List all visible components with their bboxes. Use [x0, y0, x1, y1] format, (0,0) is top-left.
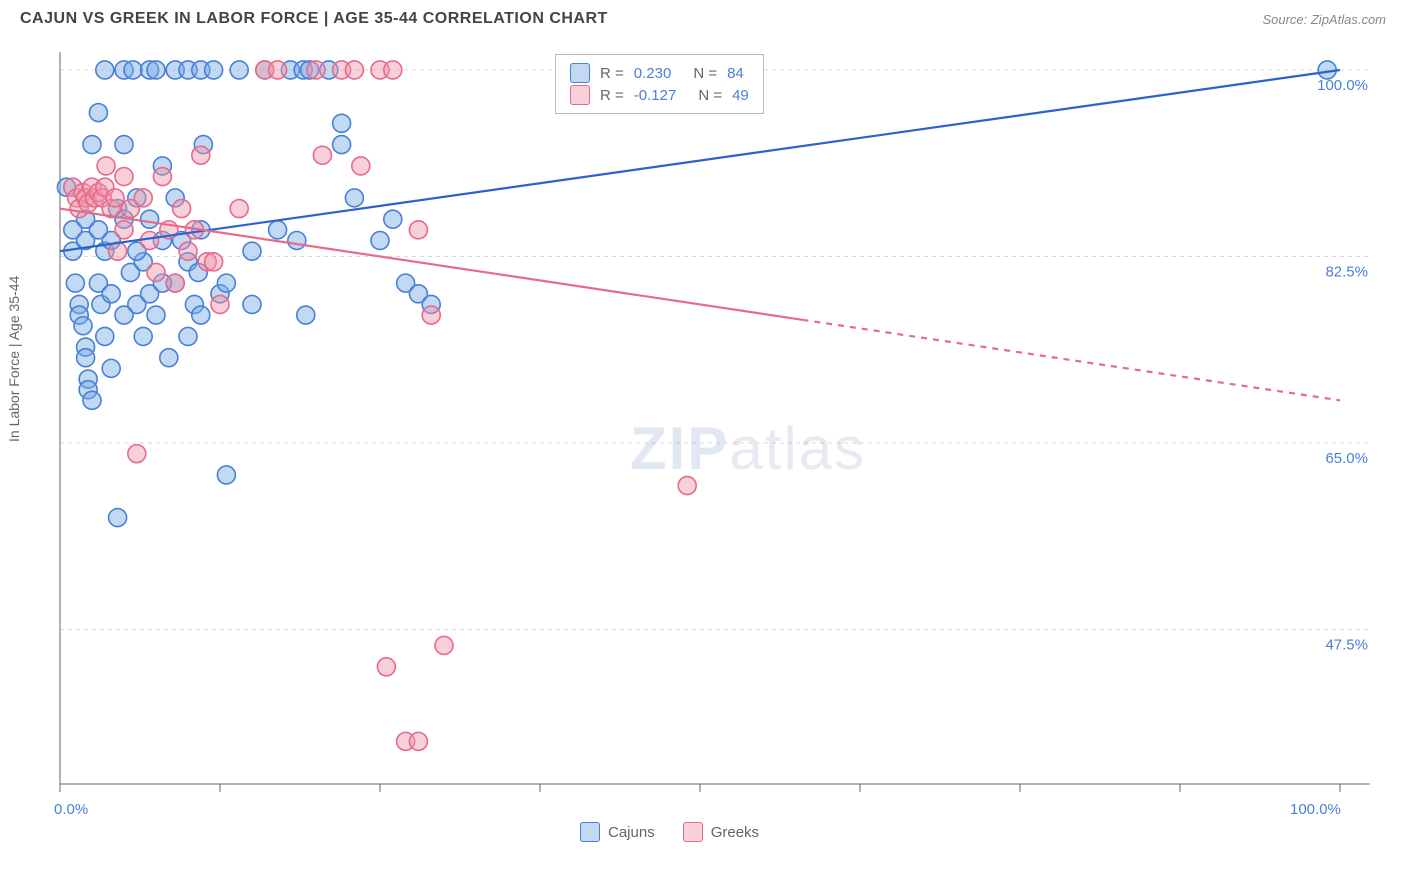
- legend-swatch: [683, 822, 703, 842]
- data-point: [96, 327, 114, 345]
- data-point: [128, 445, 146, 463]
- svg-text:82.5%: 82.5%: [1325, 263, 1368, 280]
- data-point: [179, 327, 197, 345]
- data-point: [422, 306, 440, 324]
- data-point: [333, 114, 351, 132]
- data-point: [153, 168, 171, 186]
- data-point: [435, 636, 453, 654]
- data-point: [147, 263, 165, 281]
- data-point: [179, 242, 197, 260]
- data-point: [678, 477, 696, 495]
- data-point: [352, 157, 370, 175]
- data-point: [115, 221, 133, 239]
- legend-r-label: R =: [600, 87, 624, 104]
- data-point: [345, 189, 363, 207]
- data-point: [102, 359, 120, 377]
- data-point: [109, 509, 127, 527]
- data-point: [77, 349, 95, 367]
- data-point: [115, 306, 133, 324]
- chart-container: In Labor Force | Age 35-44 47.5% 65.0% 82.…: [0, 34, 1406, 864]
- data-point: [230, 200, 248, 218]
- data-point: [141, 210, 159, 228]
- data-point: [377, 658, 395, 676]
- svg-text:100.0%: 100.0%: [1317, 77, 1368, 94]
- series-name: Cajuns: [608, 824, 655, 841]
- source-attribution: Source: ZipAtlas.com: [1262, 12, 1386, 27]
- data-point: [371, 231, 389, 249]
- legend-swatch: [570, 85, 590, 105]
- svg-text:0.0%: 0.0%: [54, 801, 88, 814]
- legend-r-label: R =: [600, 65, 624, 82]
- data-point: [230, 61, 248, 79]
- data-point: [313, 146, 331, 164]
- data-point: [134, 327, 152, 345]
- data-point: [205, 61, 223, 79]
- legend-r-value: -0.127: [634, 87, 677, 104]
- data-point: [102, 285, 120, 303]
- data-point: [217, 274, 235, 292]
- data-point: [173, 200, 191, 218]
- data-point: [83, 391, 101, 409]
- data-point: [307, 61, 325, 79]
- scatter-chart: 47.5% 65.0% 82.5% 100.0% 0.0% 100.0%: [50, 44, 1380, 814]
- data-point: [96, 61, 114, 79]
- data-point: [160, 349, 178, 367]
- data-point: [83, 136, 101, 154]
- data-point: [74, 317, 92, 335]
- data-point: [66, 274, 84, 292]
- svg-text:65.0%: 65.0%: [1325, 450, 1368, 467]
- data-point: [89, 104, 107, 122]
- data-point: [192, 146, 210, 164]
- legend-n-label: N =: [698, 87, 722, 104]
- series-legend-item: Cajuns: [580, 822, 655, 842]
- data-point: [97, 157, 115, 175]
- data-point: [384, 210, 402, 228]
- series-legend-item: Greeks: [683, 822, 759, 842]
- data-point: [147, 61, 165, 79]
- data-point: [243, 295, 261, 313]
- data-point: [297, 306, 315, 324]
- stats-legend-row: R = 0.230 N = 84: [570, 63, 749, 83]
- legend-swatch: [570, 63, 590, 83]
- data-point: [124, 61, 142, 79]
- svg-text:47.5%: 47.5%: [1325, 636, 1368, 653]
- data-point: [269, 221, 287, 239]
- legend-swatch: [580, 822, 600, 842]
- legend-n-value: 49: [732, 87, 749, 104]
- legend-r-value: 0.230: [634, 65, 672, 82]
- data-point: [345, 61, 363, 79]
- data-point: [115, 168, 133, 186]
- regression-line-extrapolated: [802, 320, 1340, 401]
- data-point: [217, 466, 235, 484]
- data-point: [333, 136, 351, 154]
- data-point: [243, 242, 261, 260]
- data-point: [106, 189, 124, 207]
- data-point: [166, 274, 184, 292]
- data-point: [134, 189, 152, 207]
- data-point: [409, 221, 427, 239]
- data-point: [409, 732, 427, 750]
- data-point: [147, 306, 165, 324]
- legend-n-value: 84: [727, 65, 744, 82]
- legend-n-label: N =: [693, 65, 717, 82]
- y-axis-label: In Labor Force | Age 35-44: [6, 276, 22, 442]
- stats-legend-row: R = -0.127 N = 49: [570, 85, 749, 105]
- data-point: [205, 253, 223, 271]
- data-point: [211, 295, 229, 313]
- data-point: [269, 61, 287, 79]
- data-point: [384, 61, 402, 79]
- data-point: [141, 231, 159, 249]
- series-legend: Cajuns Greeks: [580, 822, 759, 842]
- stats-legend: R = 0.230 N = 84 R = -0.127 N = 49: [555, 54, 764, 114]
- data-point: [115, 136, 133, 154]
- data-point: [288, 231, 306, 249]
- svg-text:100.0%: 100.0%: [1290, 801, 1341, 814]
- data-point: [192, 306, 210, 324]
- chart-header: CAJUN VS GREEK IN LABOR FORCE | AGE 35-4…: [0, 0, 1406, 34]
- chart-title: CAJUN VS GREEK IN LABOR FORCE | AGE 35-4…: [20, 10, 608, 28]
- series-name: Greeks: [711, 824, 759, 841]
